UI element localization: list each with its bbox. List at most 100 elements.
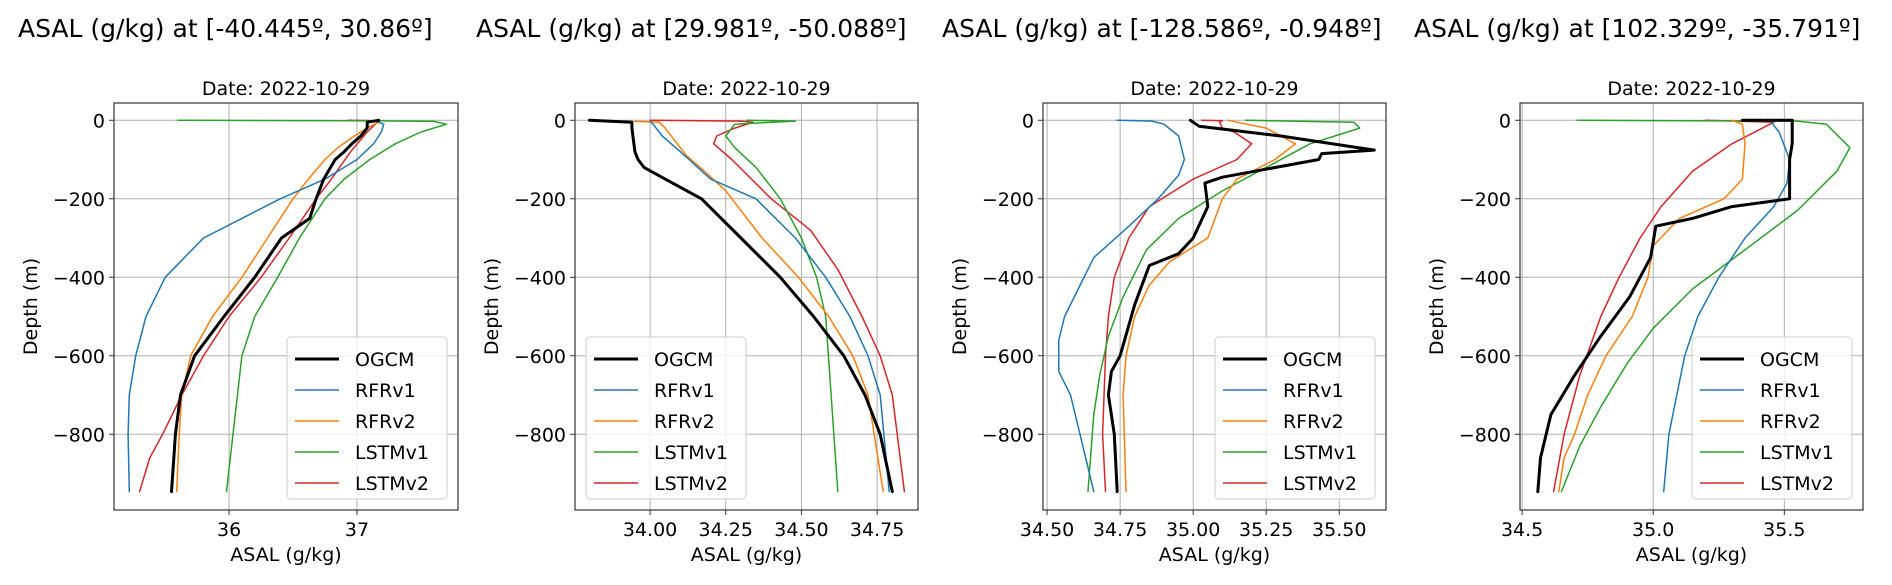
suptitle-panel-4: ASAL (g/kg) at [102.329º, -35.791º] (1414, 14, 1861, 43)
legend-label-rfrv1: RFRv1 (654, 380, 715, 402)
axes-title: Date: 2022-10-29 (1130, 78, 1298, 100)
y-tick-label: 0 (554, 110, 566, 132)
legend-label-rfrv2: RFRv2 (1760, 411, 1821, 433)
x-tick-label: 35.00 (1166, 519, 1220, 541)
y-tick-label: 0 (93, 110, 105, 132)
x-tick-label: 35.5 (1763, 519, 1805, 541)
y-tick-label: −400 (1459, 267, 1511, 289)
x-tick-label: 34.75 (850, 519, 904, 541)
series-line-ogcm (588, 118, 894, 494)
x-tick-label: 34.50 (1020, 519, 1074, 541)
panel-3: 34.50 34.75 35.00 35.25 35.50 0 −200 −400 −600 −8… (949, 78, 1387, 566)
series-line-lstmv1 (725, 119, 839, 493)
x-tick-label: 36 (217, 519, 241, 541)
legend-label-ogcm: OGCM (654, 349, 713, 371)
series-line-rfrv2 (1122, 119, 1297, 493)
series-line-rfrv2 (634, 120, 884, 493)
y-tick-label: −800 (982, 424, 1034, 446)
legend-label-lstmv1: LSTMv1 (1760, 442, 1834, 464)
legend-label-ogcm: OGCM (1283, 349, 1342, 371)
x-axis-label: ASAL (g/kg) (1636, 544, 1747, 566)
series-line-ogcm (1106, 118, 1376, 494)
y-axis-label: Depth (m) (20, 258, 42, 355)
axes-title: Date: 2022-10-29 (202, 78, 370, 100)
legend-label-rfrv2: RFRv2 (355, 411, 416, 433)
legend-box (286, 336, 448, 500)
series-line-lstmv1 (1087, 119, 1361, 493)
legend-label-rfrv1: RFRv1 (1283, 380, 1344, 402)
y-tick-label: −800 (1459, 424, 1511, 446)
y-tick-label: −800 (514, 424, 566, 446)
y-tick-label: −200 (514, 189, 566, 211)
panel-1: 36 37 0 −200 −400 −600 −800 Date: 2022-10-29 ASA… (20, 78, 459, 566)
legend-box (585, 336, 747, 500)
y-tick-label: 0 (1022, 110, 1034, 132)
y-tick-label: −600 (514, 346, 566, 368)
legend-label-ogcm: OGCM (1760, 349, 1819, 371)
y-tick-label: −600 (53, 346, 105, 368)
series-line-rfrv1 (1662, 121, 1791, 493)
axes-frame (113, 102, 459, 511)
series-line-rfrv1 (1058, 119, 1186, 493)
series-line-rfrv1 (649, 120, 890, 493)
axes-frame (1519, 102, 1864, 511)
y-tick-label: 0 (1499, 110, 1511, 132)
x-tick-label: 34.75 (1093, 519, 1147, 541)
x-axis-label: ASAL (g/kg) (1159, 544, 1270, 566)
series-group (1058, 118, 1376, 494)
series-line-lstmv1 (1560, 119, 1851, 493)
legend-label-lstmv2: LSTMv2 (654, 473, 728, 495)
legend-box (1691, 336, 1853, 500)
suptitle-panel-3: ASAL (g/kg) at [-128.586º, -0.948º] (942, 14, 1382, 43)
x-tick-label: 35.0 (1632, 519, 1674, 541)
legend-label-lstmv1: LSTMv1 (1283, 442, 1357, 464)
series-line-lstmv1 (177, 119, 448, 493)
series-line-rfrv1 (127, 120, 385, 493)
suptitle-panel-1: ASAL (g/kg) at [-40.445º, 30.86º] (18, 14, 433, 43)
y-tick-label: −400 (982, 267, 1034, 289)
series-group (127, 118, 448, 494)
y-axis-label: Depth (m) (1426, 258, 1448, 355)
legend: OGCM RFRv1 RFRv2 LSTMv1 LSTMv2 (1214, 336, 1376, 500)
y-axis-label: Depth (m) (481, 258, 503, 355)
axes-title: Date: 2022-10-29 (662, 78, 830, 100)
x-tick-label: 35.25 (1239, 519, 1293, 541)
x-tick-label: 34.50 (774, 519, 828, 541)
y-tick-label: −400 (53, 267, 105, 289)
x-tick-label: 34.25 (699, 519, 753, 541)
legend-label-lstmv2: LSTMv2 (355, 473, 429, 495)
axes-frame (574, 102, 919, 511)
series-line-ogcm (1536, 118, 1794, 494)
series-line-rfrv2 (1558, 119, 1746, 493)
legend-label-lstmv1: LSTMv1 (355, 442, 429, 464)
legend: OGCM RFRv1 RFRv2 LSTMv1 LSTMv2 (585, 336, 747, 500)
x-axis-label: ASAL (g/kg) (691, 544, 802, 566)
series-group (1536, 118, 1851, 494)
legend-label-lstmv2: LSTMv2 (1760, 473, 1834, 495)
y-tick-label: −200 (1459, 189, 1511, 211)
y-tick-label: −800 (53, 424, 105, 446)
legend: OGCM RFRv1 RFRv2 LSTMv1 LSTMv2 (1691, 336, 1853, 500)
legend-label-lstmv1: LSTMv1 (654, 442, 728, 464)
legend-label-rfrv2: RFRv2 (654, 411, 715, 433)
legend-label-rfrv1: RFRv1 (1760, 380, 1821, 402)
legend-box (1214, 336, 1376, 500)
legend-label-ogcm: OGCM (355, 349, 414, 371)
x-tick-label: 37 (345, 519, 369, 541)
panel-2: 34.00 34.25 34.50 34.75 0 −200 −400 −600 −800 Dat… (481, 78, 919, 566)
y-tick-label: −600 (982, 346, 1034, 368)
axes-frame (1042, 102, 1387, 511)
panel-4: 34.5 35.0 35.5 0 −200 −400 −600 −800 Date: 2022-… (1426, 78, 1864, 566)
series-group (588, 118, 906, 494)
legend: OGCM RFRv1 RFRv2 LSTMv1 LSTMv2 (286, 336, 448, 500)
x-tick-label: 34.00 (623, 519, 677, 541)
y-axis-label: Depth (m) (949, 258, 971, 355)
x-tick-label: 35.50 (1312, 519, 1366, 541)
legend-label-rfrv1: RFRv1 (355, 380, 416, 402)
series-line-lstmv2 (138, 119, 379, 493)
series-line-lstmv2 (1552, 119, 1775, 493)
x-axis-label: ASAL (g/kg) (230, 544, 341, 566)
legend-label-rfrv2: RFRv2 (1283, 411, 1344, 433)
y-tick-label: −200 (982, 189, 1034, 211)
